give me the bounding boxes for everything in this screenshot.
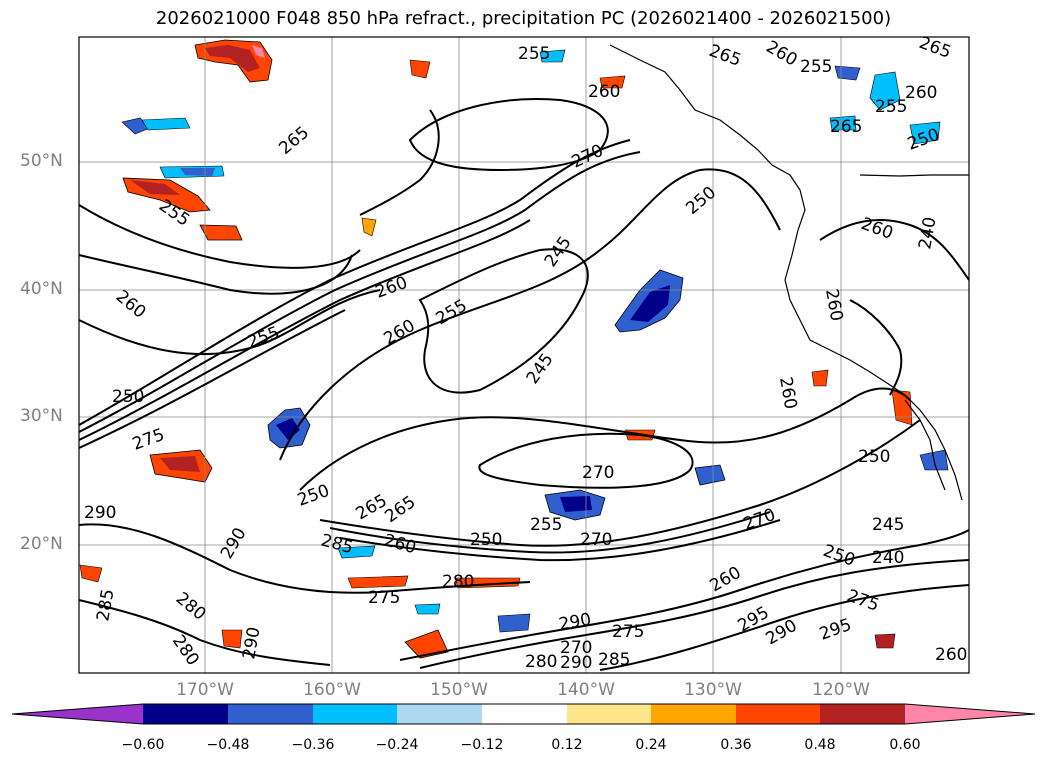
map-panel: 255 265 260 265 260 255 260 255 250 265 … — [78, 33, 970, 674]
contour-label: 260 — [905, 83, 937, 103]
colorbar-tick-label: −0.12 — [460, 737, 504, 753]
colorbar-outline — [11, 703, 1036, 725]
colorbar-segment — [736, 704, 820, 724]
colorbar-segment — [397, 704, 482, 724]
colorbar-tick-label: 0.60 — [889, 737, 921, 753]
colorbar-tick-label: 0.36 — [720, 737, 752, 753]
contour-label: 270 — [580, 530, 612, 550]
contour-label: 255 — [518, 44, 550, 64]
contour-label: 250 — [112, 387, 144, 407]
contour-label: 255 — [875, 97, 907, 117]
colorbar — [11, 703, 1036, 725]
lon-label: 140°W — [557, 680, 615, 700]
contour-label: 270 — [582, 463, 614, 483]
colorbar-extend-max — [905, 704, 1035, 724]
contour-label: 280 — [525, 652, 557, 672]
lat-label: 20°N — [20, 534, 63, 554]
contour-label: 290 — [84, 503, 116, 523]
map-title: 2026021000 F048 850 hPa refract., precip… — [155, 8, 892, 29]
colorbar-segment — [651, 704, 736, 724]
contour-label: 250 — [470, 530, 502, 550]
contour-label: 255 — [800, 57, 832, 77]
lat-label: 40°N — [20, 279, 63, 299]
colorbar-tick-label: 0.48 — [804, 737, 836, 753]
colorbar-extend-min — [12, 704, 143, 724]
coastline — [609, 44, 969, 501]
colorbar-segment — [567, 704, 651, 724]
lon-label: 120°W — [812, 680, 870, 700]
map-border — [78, 36, 970, 674]
colorbar-segment — [482, 704, 567, 724]
contour-label: 270 — [560, 638, 592, 658]
colorbar-tick-label: −0.36 — [291, 737, 335, 753]
contour-label: 245 — [872, 515, 904, 535]
colorbar-tick-label: −0.24 — [375, 737, 419, 753]
contour-label: 255 — [530, 515, 562, 535]
colorbar-segment — [143, 704, 228, 724]
colorbar-segment — [313, 704, 397, 724]
colorbar-tick-label: 0.12 — [551, 737, 583, 753]
contour-label: 280 — [442, 572, 474, 592]
contour-label: 260 — [935, 645, 967, 665]
contour-label: 240 — [872, 548, 904, 568]
colorbar-tick-label: −0.60 — [121, 737, 165, 753]
contour-label: 275 — [612, 622, 644, 642]
colorbar-tick-label: 0.24 — [635, 737, 667, 753]
contour-label: 250 — [858, 447, 890, 467]
contour-label: 265 — [830, 117, 862, 137]
lon-label: 170°W — [176, 680, 234, 700]
lat-label: 50°N — [20, 151, 63, 171]
colorbar-tick-label: −0.48 — [206, 737, 250, 753]
refractivity-contours — [78, 98, 970, 671]
contour-label: 285 — [598, 650, 630, 670]
lon-label: 130°W — [684, 680, 742, 700]
colorbar-segment — [820, 704, 905, 724]
lat-label: 30°N — [20, 406, 63, 426]
lon-label: 150°W — [430, 680, 488, 700]
contour-label: 290 — [560, 653, 592, 673]
contour-label: 260 — [588, 82, 620, 102]
lon-label: 160°W — [303, 680, 361, 700]
precip-shading — [79, 39, 949, 659]
colorbar-segment — [228, 704, 313, 724]
contour-label: 275 — [368, 588, 400, 608]
